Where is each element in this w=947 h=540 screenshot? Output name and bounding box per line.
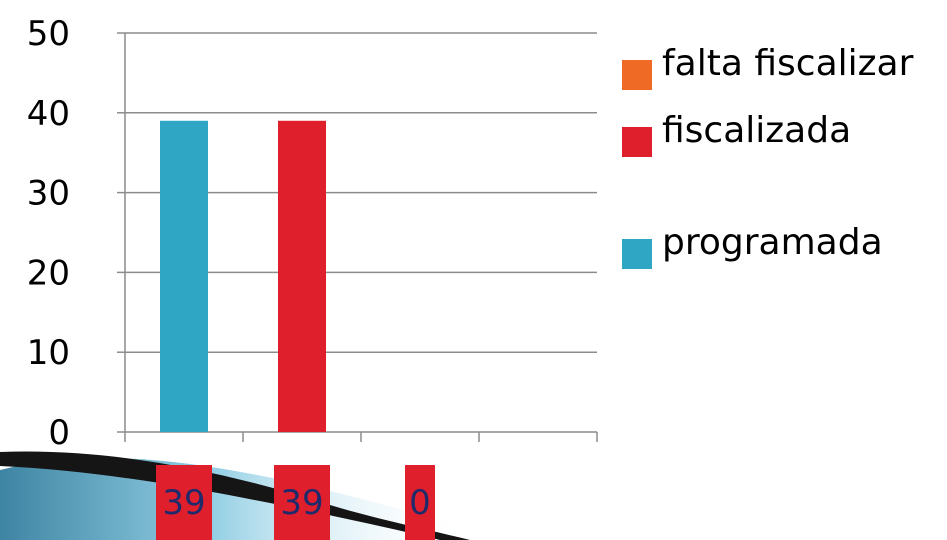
value-label-box: [156, 465, 212, 540]
legend-item-fiscalizada: fiscalizada: [620, 107, 945, 157]
value-labels: 39 39 0: [156, 465, 435, 540]
y-tick-label: 0: [48, 413, 70, 453]
legend-label: fiscalizada: [662, 109, 852, 151]
y-tick-label: 50: [27, 14, 70, 54]
bar: [278, 120, 326, 432]
value-label-box: [274, 465, 330, 540]
y-tick-label: 30: [27, 174, 70, 214]
y-tick-labels: 0 10 20 30 40 50: [27, 14, 70, 453]
value-label: 0: [409, 483, 431, 523]
value-label: 39: [280, 483, 323, 523]
legend-swatch-falta-fiscalizar: [622, 60, 652, 90]
legend-swatch-fiscalizada: [622, 126, 652, 157]
y-tick-label: 10: [27, 333, 70, 373]
y-tick-label: 40: [27, 94, 70, 134]
value-label-box: [405, 465, 435, 540]
legend-item-programada: programada: [620, 219, 945, 270]
legend-item-falta-fiscalizar: falta fiscalizar: [620, 40, 945, 90]
bar: [160, 120, 208, 432]
y-tick-label: 20: [27, 253, 70, 293]
decorative-swoosh: [0, 451, 470, 540]
legend-label: falta fiscalizar: [662, 43, 914, 84]
legend: falta fiscalizar fiscalizada programada: [620, 40, 945, 270]
value-label: 39: [162, 483, 205, 523]
legend-label: programada: [662, 222, 883, 264]
legend-swatch-programada: [622, 239, 652, 270]
bars: [160, 120, 326, 432]
